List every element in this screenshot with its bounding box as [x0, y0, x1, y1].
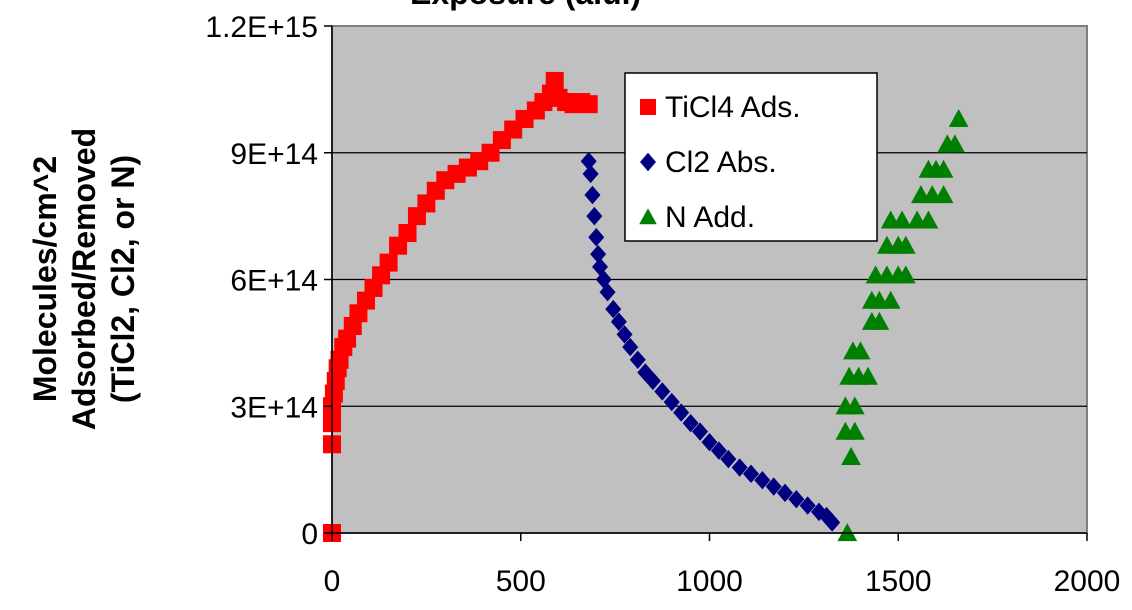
data-point: [743, 464, 760, 484]
data-point: [584, 185, 601, 205]
data-point: [605, 299, 622, 319]
data-point: [720, 449, 737, 469]
y-tick-label: 0: [301, 518, 318, 551]
data-point: [754, 470, 771, 490]
legend-box: [624, 72, 878, 242]
data-point: [663, 392, 680, 412]
data-point: [588, 228, 605, 247]
chart-title: Exposure (a.u.): [410, 0, 641, 11]
data-point: [824, 513, 841, 532]
y-tick-label: 9E+14: [230, 138, 318, 171]
data-point: [682, 413, 699, 433]
data-point: [933, 185, 954, 204]
data-point: [644, 371, 661, 391]
x-tick-label: 0: [324, 565, 341, 598]
data-point: [892, 210, 912, 229]
data-point: [398, 224, 417, 243]
data-point: [599, 282, 616, 302]
data-point: [731, 458, 748, 477]
legend-markers: [639, 99, 657, 225]
legend-label-cl2: Cl2 Abs.: [665, 146, 777, 179]
x-axis: 0 500 1000 1500 2000: [324, 532, 1121, 598]
data-point: [777, 483, 793, 503]
y-tick-label: 1.2E+15: [205, 11, 318, 44]
data-point: [844, 396, 865, 415]
legend-label-n: N Add.: [665, 201, 755, 234]
data-point: [841, 447, 861, 466]
data-point: [580, 152, 597, 171]
data-point: [948, 109, 969, 128]
legend-marker: [640, 152, 656, 172]
data-point: [610, 312, 627, 331]
data-point: [692, 422, 709, 441]
x-tick-label: 1000: [676, 565, 743, 598]
data-point: [799, 496, 816, 515]
data-point: [895, 265, 916, 284]
y-tick-label: 3E+14: [230, 391, 318, 424]
y-axis-title: Molecules/cm^2 Adsorbed/Removed (TiCl2, …: [27, 128, 141, 430]
data-point: [880, 290, 901, 309]
data-point: [579, 95, 598, 114]
data-point: [710, 441, 727, 460]
data-point: [379, 253, 398, 272]
y-axis-title-line-1: Molecules/cm^2: [27, 156, 63, 402]
data-point: [944, 134, 965, 153]
data-point: [837, 523, 858, 542]
data-point: [858, 366, 878, 385]
legend: TiCl4 Ads. Cl2 Abs. N Add.: [624, 72, 878, 242]
legend-marker: [639, 208, 657, 225]
data-point: [586, 206, 603, 226]
data-point: [765, 477, 782, 496]
data-point: [545, 71, 564, 90]
y-tick-label: 6E+14: [230, 265, 318, 298]
data-point: [844, 421, 865, 440]
data-point: [654, 382, 671, 401]
data-point: [622, 337, 639, 357]
y-axis-title-line-2: Adsorbed/Removed: [66, 128, 102, 430]
series-1: [580, 152, 841, 532]
data-point: [895, 235, 916, 254]
x-tick-label: 1500: [865, 565, 932, 598]
data-point: [850, 341, 871, 360]
legend-marker: [640, 99, 656, 115]
legend-label-ticl4: TiCl4 Ads.: [665, 91, 801, 124]
data-point: [869, 311, 890, 330]
y-axis: 0 3E+14 6E+14 9E+14 1.2E+15: [205, 11, 333, 551]
y-axis-title-line-3: (TiCl2, Cl2, or N): [105, 155, 141, 403]
data-point: [918, 210, 939, 229]
data-point: [933, 159, 954, 178]
data-point: [616, 325, 633, 344]
series-2: [835, 109, 969, 542]
data-point: [788, 490, 805, 509]
data-point: [701, 432, 718, 452]
x-tick-label: 2000: [1054, 565, 1121, 598]
data-point: [590, 244, 607, 264]
x-tick-label: 500: [496, 565, 546, 598]
data-point: [582, 164, 599, 184]
data-point: [629, 350, 646, 369]
data-point: [673, 403, 690, 422]
